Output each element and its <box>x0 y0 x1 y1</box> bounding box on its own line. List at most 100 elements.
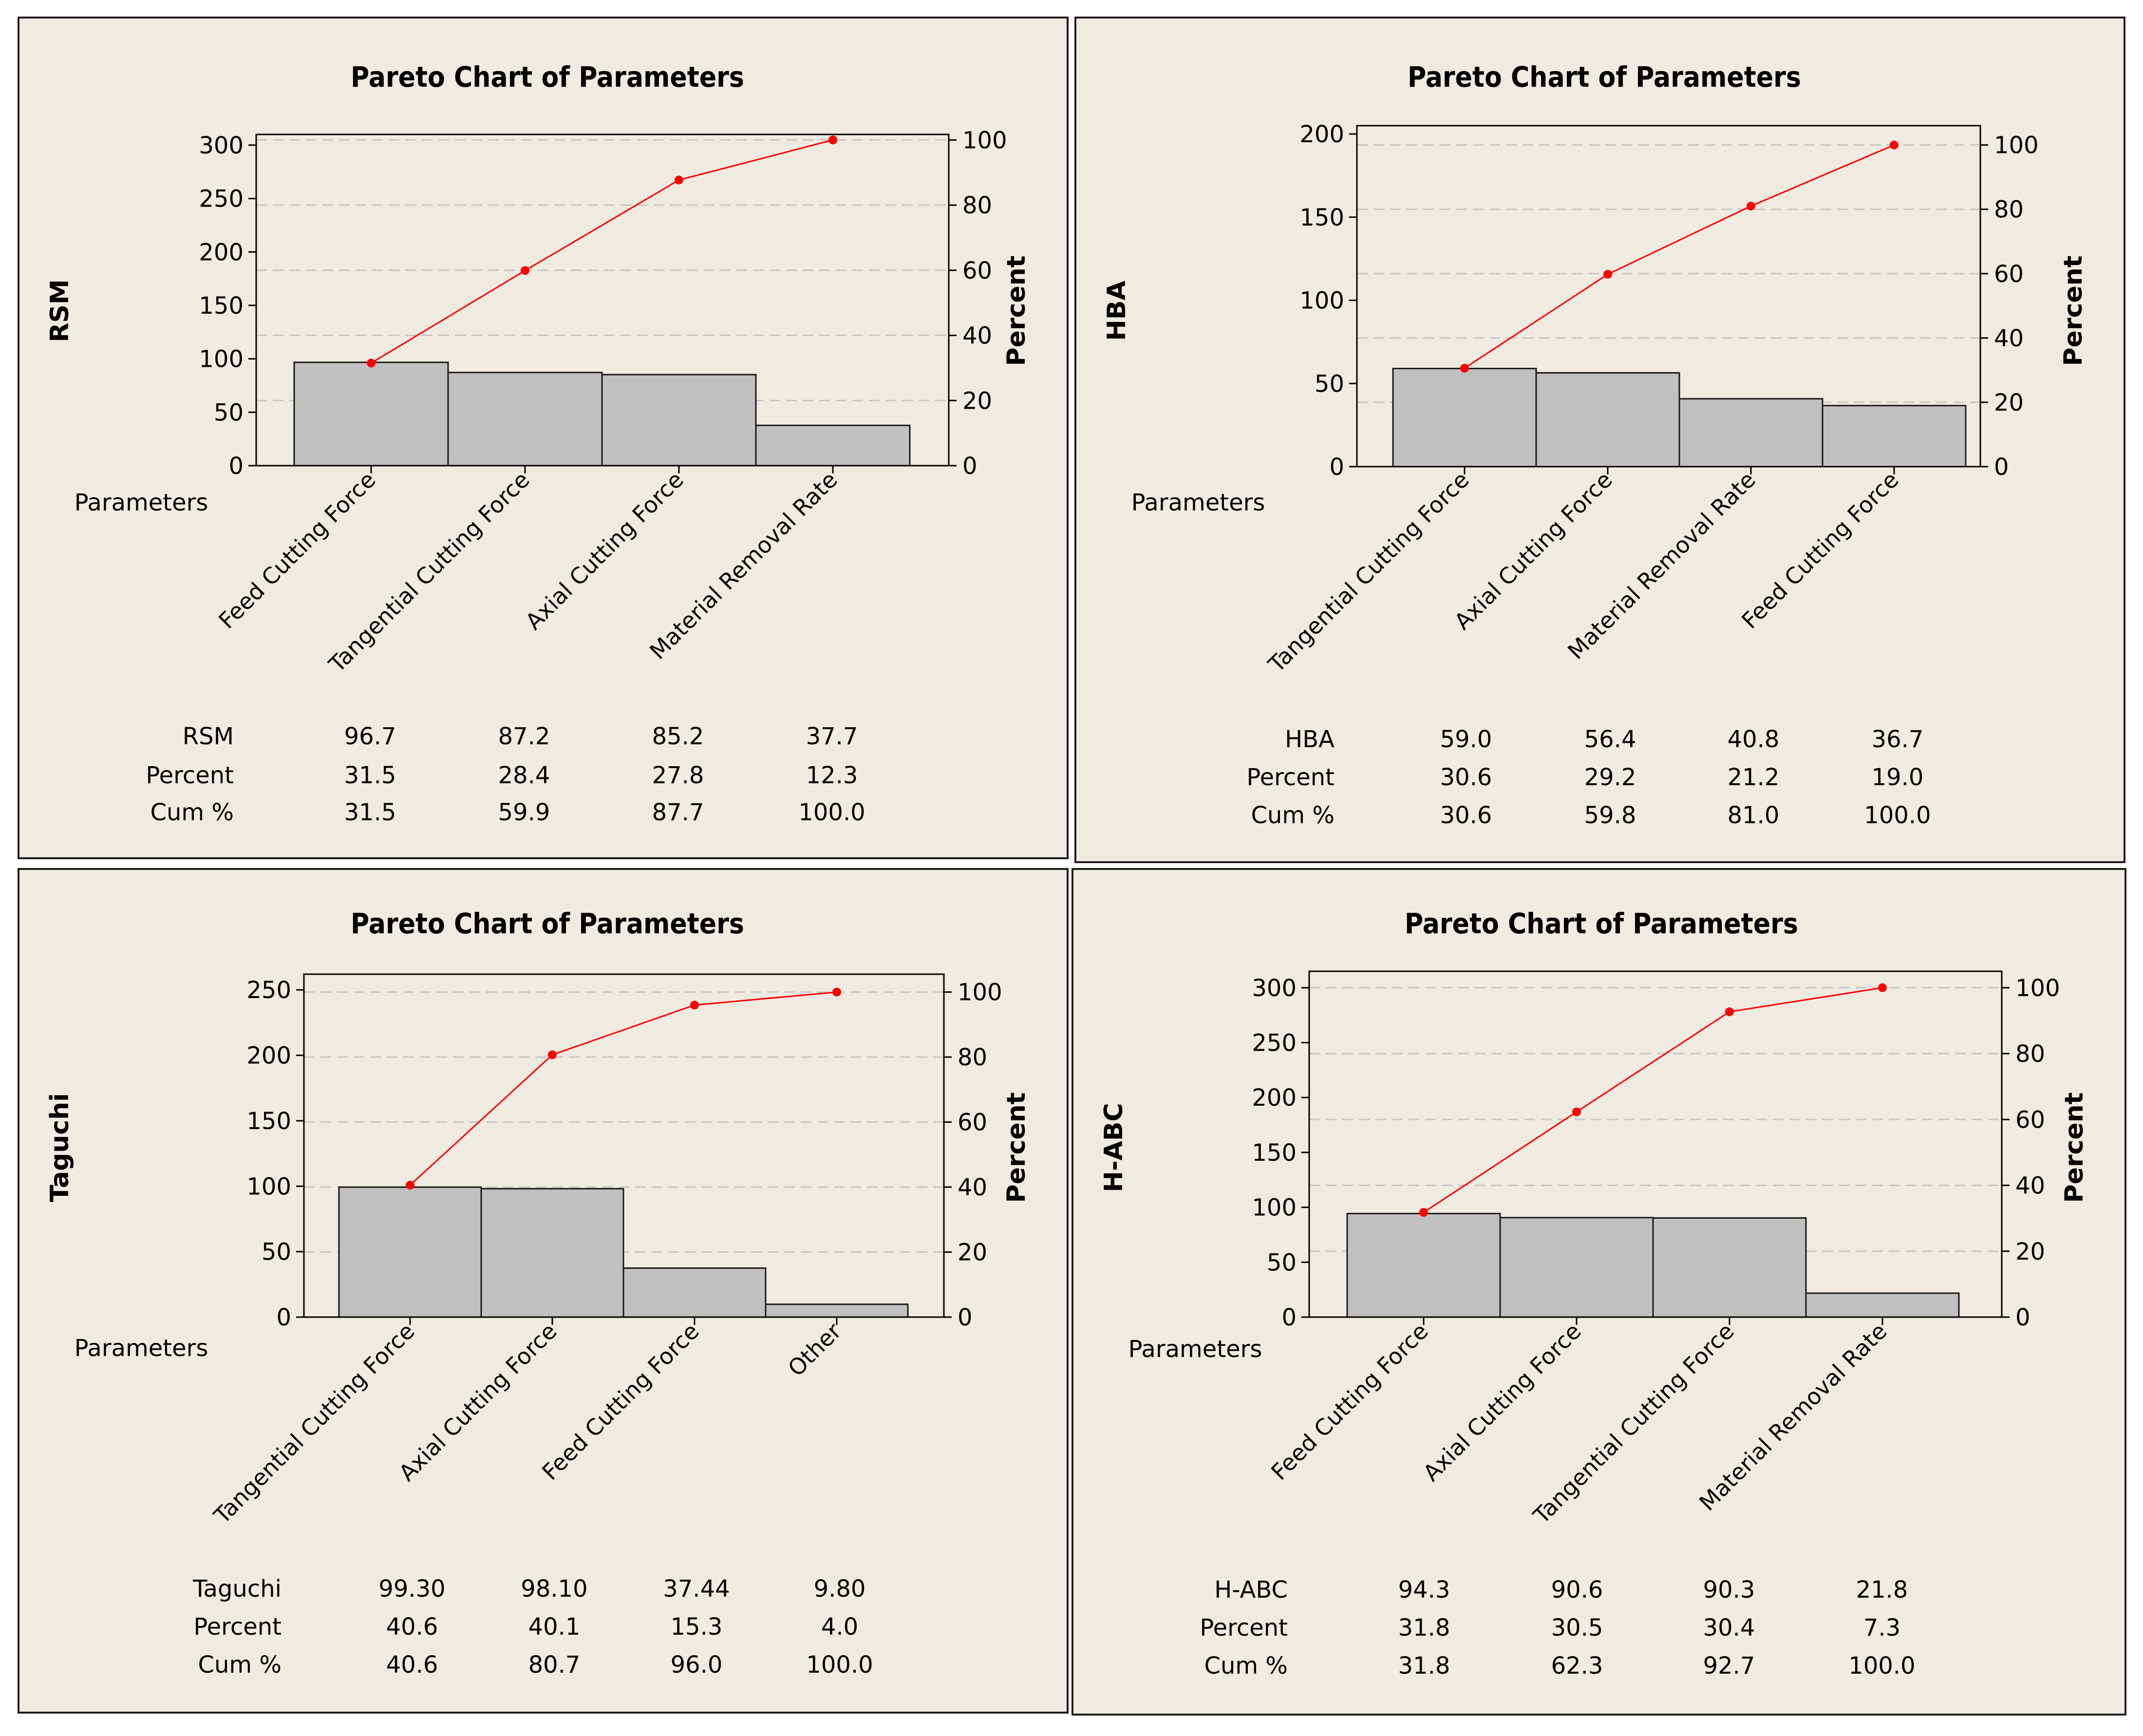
y-tick-label: 200 <box>1299 121 1344 148</box>
bar-2 <box>480 1188 624 1318</box>
y-tick-label: 150 <box>1299 204 1344 231</box>
percent-row-cell: 12.3 <box>806 762 858 789</box>
cumulative-line <box>371 139 833 364</box>
y2-tick-label: 40 <box>1994 325 2024 352</box>
percent-row-label: Percent <box>146 762 234 789</box>
values-row-cell: 99.30 <box>378 1575 445 1603</box>
y-tick-label: 250 <box>199 186 244 213</box>
y-tick-label: 0 <box>1329 453 1344 481</box>
y-tick-label: 250 <box>1252 1030 1297 1057</box>
bar-2 <box>1535 372 1680 468</box>
percent-row-cell: 30.6 <box>1440 764 1492 791</box>
cum-percent-row-cell: 59.9 <box>498 799 550 826</box>
y-axis-label: H-ABC <box>1099 1103 1128 1192</box>
y-tick-label: 200 <box>246 1042 291 1070</box>
cum-percent-row-cell: 100.0 <box>1864 802 1931 829</box>
percent-row-cell: 29.2 <box>1584 764 1636 791</box>
y2-tick-label: 100 <box>958 979 1002 1006</box>
percent-row-cell: 15.3 <box>671 1613 723 1641</box>
percent-row-cell: 27.8 <box>652 762 704 789</box>
y2-tick-label: 40 <box>2015 1172 2045 1200</box>
values-row-cell: 36.7 <box>1872 726 1924 753</box>
bar-1 <box>293 361 449 467</box>
y-tick-label: 150 <box>246 1108 291 1135</box>
y2-axis-label: Percent <box>1002 256 1031 366</box>
percent-row-cell: 31.8 <box>1398 1614 1450 1642</box>
cumulative-point-3 <box>1747 202 1755 211</box>
y-tick-label: 50 <box>1267 1249 1297 1276</box>
cum-percent-row-label: Cum % <box>150 799 234 826</box>
category-label-2: Axial Cutting Force <box>1449 467 1617 635</box>
category-label-1: Feed Cutting Force <box>1266 1318 1433 1486</box>
y-tick-label: 50 <box>262 1239 291 1266</box>
y-tick-label: 0 <box>228 453 244 480</box>
category-label-2: Axial Cutting Force <box>1418 1318 1586 1487</box>
y2-axis-label: Percent <box>2060 1093 2089 1203</box>
chart-title: Pareto Chart of Parameters <box>1408 60 1801 94</box>
x-axis-label: Parameters <box>75 489 208 516</box>
pareto-panel-rsm: Pareto Chart of Parameters 0 50 100 150 200 25… <box>18 17 1069 859</box>
percent-row-cell: 7.3 <box>1863 1614 1900 1642</box>
y2-tick-label: 0 <box>958 1304 973 1331</box>
cumulative-point-3 <box>675 175 683 185</box>
x-axis-label: Parameters <box>75 1335 208 1362</box>
cumulative-point-1 <box>406 1181 414 1190</box>
y-tick-label: 0 <box>1281 1304 1297 1331</box>
pareto-chart-hba: Pareto Chart of Parameters 0 50 100 150 200 0 2… <box>1102 60 2088 829</box>
values-row-cell: 59.0 <box>1440 726 1492 753</box>
cum-percent-row-cell: 59.8 <box>1584 802 1636 829</box>
y2-tick-label: 20 <box>1994 389 2024 416</box>
cum-percent-row-cell: 30.6 <box>1440 802 1492 829</box>
y-tick-label: 300 <box>199 132 244 159</box>
y-axis-label: HBA <box>1102 281 1131 340</box>
y2-tick-label: 0 <box>1994 453 2009 481</box>
percent-row-cell: 21.2 <box>1728 764 1780 791</box>
y-axis-label: Taguchi <box>45 1093 75 1202</box>
values-row-label: HBA <box>1285 726 1335 753</box>
y2-tick-label: 40 <box>958 1174 987 1201</box>
cum-percent-row-label: Cum % <box>198 1651 282 1679</box>
plot-frame <box>255 133 950 467</box>
y-tick-label: 300 <box>1252 975 1297 1002</box>
values-row-cell: 87.2 <box>498 723 550 750</box>
x-axis-label: Parameters <box>1131 489 1265 516</box>
category-label-2: Axial Cutting Force <box>394 1318 562 1487</box>
y-axis-label: RSM <box>45 279 75 342</box>
y2-tick-label: 60 <box>2015 1106 2045 1133</box>
cum-percent-row-cell: 100.0 <box>806 1651 873 1679</box>
values-row-cell: 90.6 <box>1551 1576 1603 1604</box>
y2-tick-label: 20 <box>958 1239 987 1266</box>
percent-row-cell: 4.0 <box>821 1613 858 1641</box>
bar-4 <box>755 424 911 467</box>
values-row-cell: 21.8 <box>1856 1576 1908 1604</box>
category-label-1: Tangential Cutting Force <box>1263 467 1474 678</box>
plot-frame <box>1308 970 2003 1318</box>
cumulative-point-3 <box>690 1000 699 1010</box>
y2-tick-label: 80 <box>1994 196 2024 224</box>
values-row-cell: 96.7 <box>344 723 396 750</box>
cum-percent-row-cell: 31.8 <box>1398 1652 1450 1679</box>
bar-3 <box>1652 1217 1807 1318</box>
y2-tick-label: 60 <box>1994 261 2024 288</box>
y-tick-label: 150 <box>1252 1139 1297 1167</box>
plot-frame <box>1356 125 1981 468</box>
y2-tick-label: 80 <box>962 192 992 219</box>
values-row-cell: 40.8 <box>1728 726 1780 753</box>
y2-tick-label: 80 <box>958 1044 987 1071</box>
y-tick-label: 200 <box>199 239 244 266</box>
category-label-1: Tangential Cutting Force <box>208 1318 420 1529</box>
values-row-cell: 85.2 <box>652 723 704 750</box>
category-label-1: Feed Cutting Force <box>213 467 381 634</box>
cumulative-line <box>1423 987 1883 1213</box>
y-tick-label: 200 <box>1252 1084 1297 1112</box>
cum-percent-row-cell: 100.0 <box>798 799 865 826</box>
x-axis-label: Parameters <box>1128 1336 1262 1363</box>
pareto-chart-h-abc: Pareto Chart of Parameters05010015020025… <box>1099 907 2089 1679</box>
bar-3 <box>601 374 757 467</box>
cum-percent-row-label: Cum % <box>1251 802 1335 829</box>
plot-frame <box>303 973 945 1318</box>
percent-row-cell: 19.0 <box>1872 764 1924 791</box>
percent-row-cell: 28.4 <box>498 762 550 789</box>
cumulative-point-4 <box>828 135 837 145</box>
cum-percent-row-cell: 80.7 <box>528 1651 581 1679</box>
